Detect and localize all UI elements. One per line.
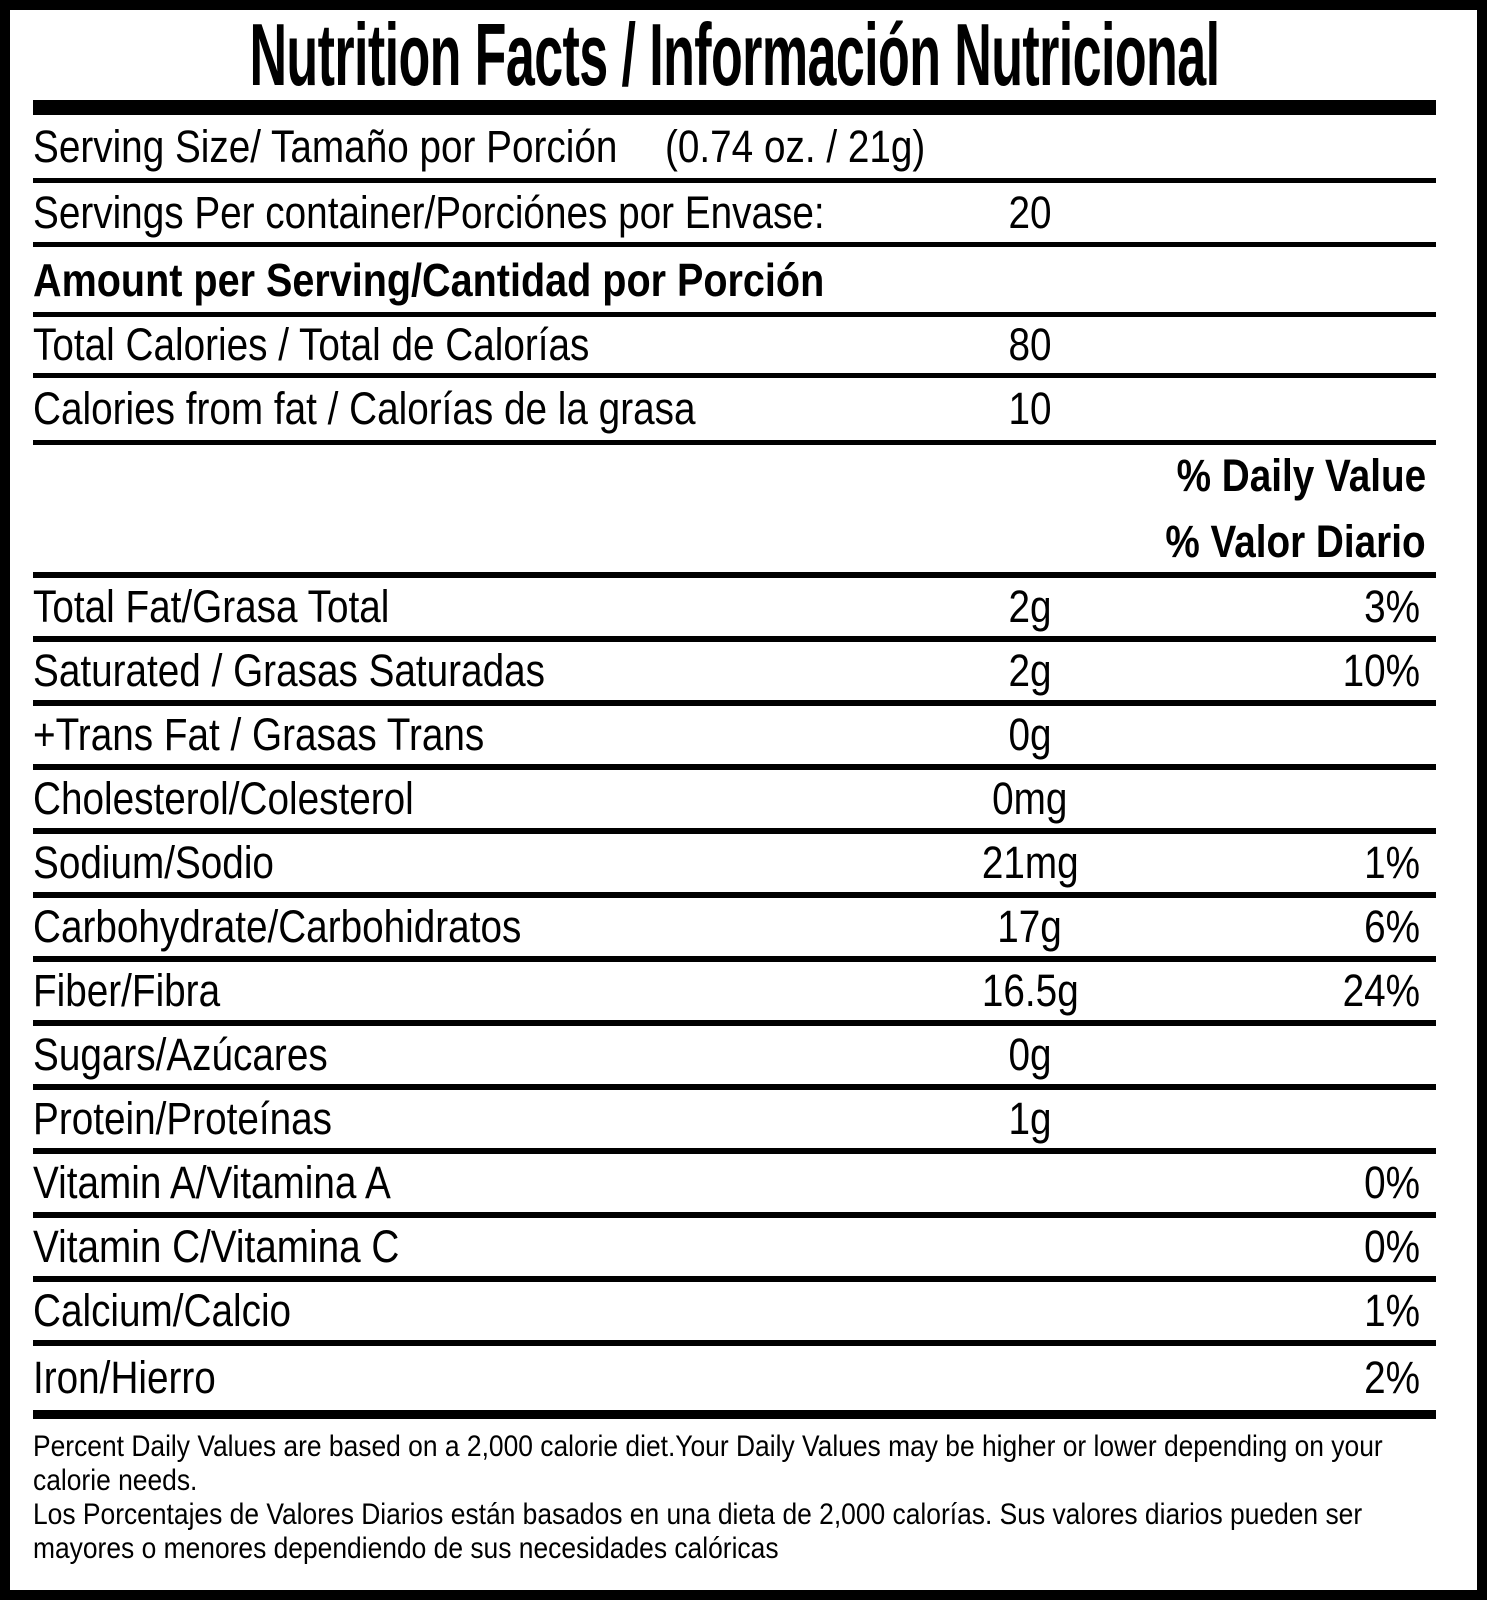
serving-size-row: Serving Size/ Tamaño por Porción (0.74 o… bbox=[33, 115, 1436, 183]
nutrient-row-vitamin-a: Vitamin A/Vitamina A 0% bbox=[33, 1154, 1436, 1218]
calories-from-fat-value: 10 bbox=[1008, 383, 1052, 434]
amount-per-serving-header-row: Amount per Serving/Cantidad por Porción bbox=[33, 247, 1436, 317]
nutrient-label: Cholesterol/Colesterol bbox=[33, 773, 414, 824]
nutrient-row-protein: Protein/Proteínas 1g bbox=[33, 1090, 1436, 1154]
nutrient-label: Iron/Hierro bbox=[33, 1352, 216, 1403]
nutrient-row-total-fat: Total Fat/Grasa Total 2g 3% bbox=[33, 578, 1436, 642]
nutrient-amount: 2g bbox=[1008, 645, 1052, 696]
label-title-area: Nutrition Facts / Información Nutriciona… bbox=[33, 5, 1436, 104]
nutrient-label: Saturated / Grasas Saturadas bbox=[33, 645, 545, 696]
nutrient-label: Vitamin C/Vitamina C bbox=[33, 1221, 400, 1272]
nutrient-daily-value: 24% bbox=[1342, 965, 1420, 1016]
label-title: Nutrition Facts / Información Nutriciona… bbox=[249, 5, 1221, 104]
nutrient-amount: 0g bbox=[1008, 1029, 1052, 1080]
nutrient-amount: 16.5g bbox=[981, 965, 1079, 1016]
servings-per-container-value: 20 bbox=[1008, 186, 1052, 238]
nutrient-daily-value: 2% bbox=[1364, 1352, 1420, 1403]
daily-value-header-es: % Valor Diario bbox=[1165, 515, 1426, 567]
servings-per-container-label: Servings Per container/Porciónes por Env… bbox=[33, 186, 825, 238]
nutrient-label: Sodium/Sodio bbox=[33, 837, 274, 888]
nutrient-daily-value: 0% bbox=[1364, 1221, 1420, 1272]
nutrient-label: Calcium/Calcio bbox=[33, 1285, 292, 1336]
serving-size-value: (0.74 oz. / 21g) bbox=[665, 120, 926, 172]
nutrient-amount: 1g bbox=[1008, 1093, 1052, 1144]
nutrient-amount: 17g bbox=[997, 901, 1063, 952]
nutrient-daily-value: 0% bbox=[1364, 1157, 1420, 1208]
nutrient-row-fiber: Fiber/Fibra 16.5g 24% bbox=[33, 962, 1436, 1026]
nutrient-daily-value: 10% bbox=[1342, 645, 1420, 696]
nutrient-row-trans-fat: +Trans Fat / Grasas Trans 0g bbox=[33, 706, 1436, 770]
footnote-area: Percent Daily Values are based on a 2,00… bbox=[33, 1430, 1463, 1566]
daily-value-header-en: % Daily Value bbox=[1176, 449, 1426, 501]
nutrient-daily-value: 3% bbox=[1364, 581, 1420, 632]
total-calories-value: 80 bbox=[1008, 319, 1052, 370]
nutrient-daily-value: 1% bbox=[1364, 1285, 1420, 1336]
nutrient-label: +Trans Fat / Grasas Trans bbox=[33, 709, 485, 760]
nutrient-label: Fiber/Fibra bbox=[33, 965, 221, 1016]
nutrient-label: Vitamin A/Vitamina A bbox=[33, 1157, 391, 1208]
nutrient-row-saturated-fat: Saturated / Grasas Saturadas 2g 10% bbox=[33, 642, 1436, 706]
servings-per-container-row: Servings Per container/Porciónes por Env… bbox=[33, 183, 1436, 247]
nutrient-label: Total Fat/Grasa Total bbox=[33, 581, 390, 632]
total-calories-row: Total Calories / Total de Calorías 80 bbox=[33, 317, 1436, 378]
nutrient-amount: 21mg bbox=[981, 837, 1079, 888]
nutrient-amount: 2g bbox=[1008, 581, 1052, 632]
amount-per-serving-header: Amount per Serving/Cantidad por Porción bbox=[33, 253, 825, 306]
serving-size-label: Serving Size/ Tamaño por Porción bbox=[33, 120, 618, 172]
footnote-english: Percent Daily Values are based on a 2,00… bbox=[33, 1430, 1383, 1497]
total-calories-label: Total Calories / Total de Calorías bbox=[33, 319, 590, 370]
nutrient-amount: 0mg bbox=[992, 773, 1068, 824]
footnote-spanish: Los Porcentajes de Valores Diarios están… bbox=[33, 1498, 1363, 1565]
nutrient-row-cholesterol: Cholesterol/Colesterol 0mg bbox=[33, 770, 1436, 834]
nutrient-label: Carbohydrate/Carbohidratos bbox=[33, 901, 522, 952]
nutrient-label: Protein/Proteínas bbox=[33, 1093, 333, 1144]
daily-value-header-block: % Daily Value % Valor Diario bbox=[33, 445, 1436, 578]
nutrient-row-sodium: Sodium/Sodio 21mg 1% bbox=[33, 834, 1436, 898]
nutrient-row-carbohydrate: Carbohydrate/Carbohidratos 17g 6% bbox=[33, 898, 1436, 962]
nutrient-row-iron: Iron/Hierro 2% bbox=[33, 1346, 1436, 1410]
calories-from-fat-label: Calories from fat / Calorías de la grasa bbox=[33, 383, 696, 434]
nutrient-row-sugars: Sugars/Azúcares 0g bbox=[33, 1026, 1436, 1090]
nutrient-amount: 0g bbox=[1008, 709, 1052, 760]
title-separator-bar bbox=[33, 100, 1436, 115]
nutrient-daily-value: 6% bbox=[1364, 901, 1420, 952]
nutrient-row-vitamin-c: Vitamin C/Vitamina C 0% bbox=[33, 1218, 1436, 1282]
footer-separator-bar bbox=[33, 1410, 1436, 1419]
nutrient-label: Sugars/Azúcares bbox=[33, 1029, 328, 1080]
nutrient-row-calcium: Calcium/Calcio 1% bbox=[33, 1282, 1436, 1346]
calories-from-fat-row: Calories from fat / Calorías de la grasa… bbox=[33, 378, 1436, 445]
nutrient-daily-value: 1% bbox=[1364, 837, 1420, 888]
